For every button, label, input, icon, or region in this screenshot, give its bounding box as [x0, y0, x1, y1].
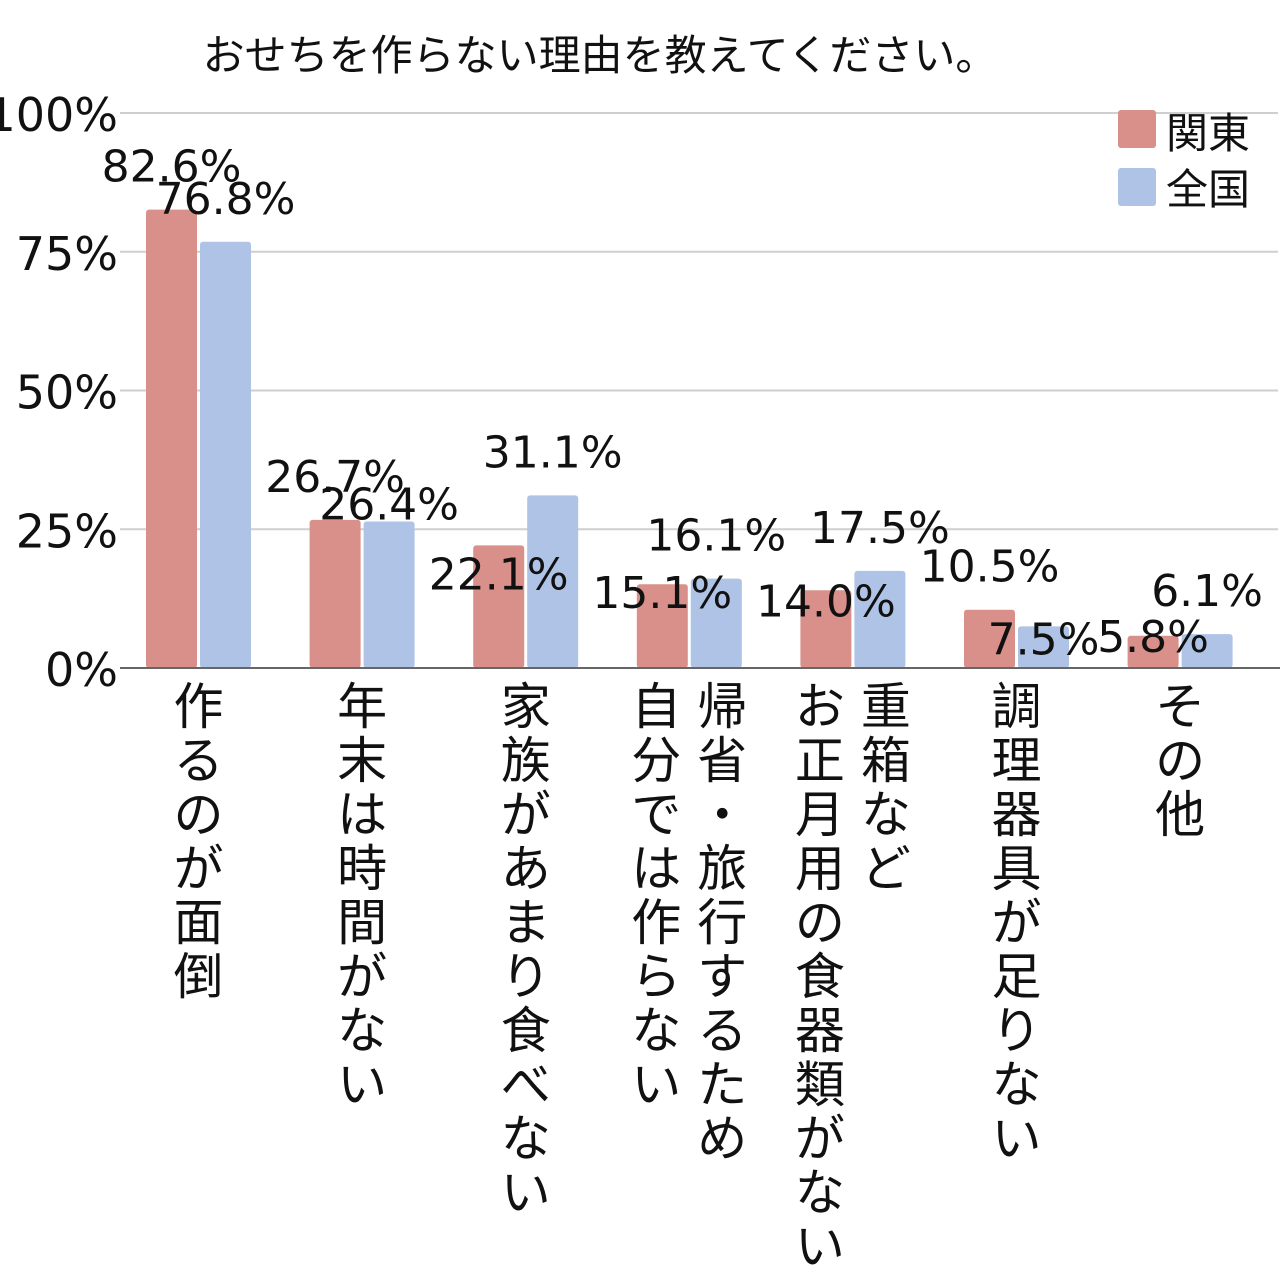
bar-kanto: [964, 609, 1015, 668]
data-label-kanto: 14.0%: [756, 576, 896, 627]
chart-title: おせちを作らない理由を教えてください。: [203, 31, 998, 80]
bar-kanto: [800, 590, 852, 668]
data-label-kanto: 22.1%: [429, 549, 569, 600]
data-label-kanto: 5.8%: [1097, 612, 1209, 663]
y-axis: 0% 25% 50% 75% 100%: [0, 88, 118, 697]
x-tick-label: 調理器具が足りない: [992, 678, 1042, 1168]
bar-zenkoku: [200, 241, 251, 668]
bar-kanto: [309, 519, 361, 668]
bars: [146, 209, 1233, 668]
bar-zenkoku: [1181, 634, 1233, 668]
x-tick-label: 年末は時間がない: [337, 678, 387, 1114]
x-tick-label: お正月用の食器類がない: [795, 678, 845, 1276]
bar-kanto: [473, 545, 525, 668]
x-tick-label: 帰省・旅行するため: [697, 678, 747, 1168]
legend-swatch-kanto: [1118, 110, 1156, 148]
legend: 関東 全国: [1118, 109, 1250, 214]
x-axis: 作るのが面倒 年末は時間がない 家族があまり食べない 帰省・旅行するため自分では作らな…: [120, 667, 1280, 1276]
data-label-zenkoku: 7.5%: [988, 614, 1100, 665]
data-label-kanto: 10.5%: [920, 542, 1060, 593]
bar-zenkoku: [854, 570, 906, 668]
data-label-kanto: 15.1%: [592, 568, 732, 619]
y-tick-label: 25%: [16, 504, 118, 558]
y-tick-label: 100%: [0, 88, 118, 142]
bar-kanto: [146, 209, 197, 668]
data-label-zenkoku: 6.1%: [1151, 566, 1263, 617]
data-label-zenkoku: 76.8%: [156, 174, 296, 225]
data-label-zenkoku: 16.1%: [646, 511, 786, 562]
bar-zenkoku: [363, 521, 415, 668]
legend-swatch-zenkoku: [1118, 168, 1156, 206]
y-tick-label: 75%: [16, 227, 118, 281]
x-tick-label: 自分では作らない: [631, 678, 681, 1114]
bar-kanto: [636, 584, 688, 668]
value-labels: 82.6%76.8% 26.7%26.4% 22.1% 31.1% 15.1% 16.1%…: [102, 142, 1263, 666]
legend-label-kanto: 関東: [1166, 109, 1250, 158]
gridlines: [120, 112, 1278, 531]
y-tick-label: 0%: [45, 643, 118, 697]
data-label-zenkoku: 31.1%: [483, 427, 623, 478]
data-label-kanto: 82.6%: [102, 142, 242, 193]
x-tick-label: 家族があまり食べない: [501, 678, 551, 1222]
bar-zenkoku: [527, 495, 579, 668]
x-tick-label: 重箱など: [861, 678, 911, 898]
bar-kanto: [1127, 635, 1179, 668]
y-tick-label: 50%: [16, 366, 118, 420]
data-label-zenkoku: 26.4%: [319, 479, 459, 530]
x-tick-label: その他: [1155, 678, 1205, 844]
x-tick-label: 作るのが面倒: [174, 678, 224, 1006]
data-label-zenkoku: 17.5%: [810, 503, 950, 554]
bar-zenkoku: [690, 578, 742, 668]
legend-label-zenkoku: 全国: [1166, 165, 1250, 214]
data-label-kanto: 26.7%: [265, 452, 405, 503]
bar-zenkoku: [1018, 626, 1069, 668]
